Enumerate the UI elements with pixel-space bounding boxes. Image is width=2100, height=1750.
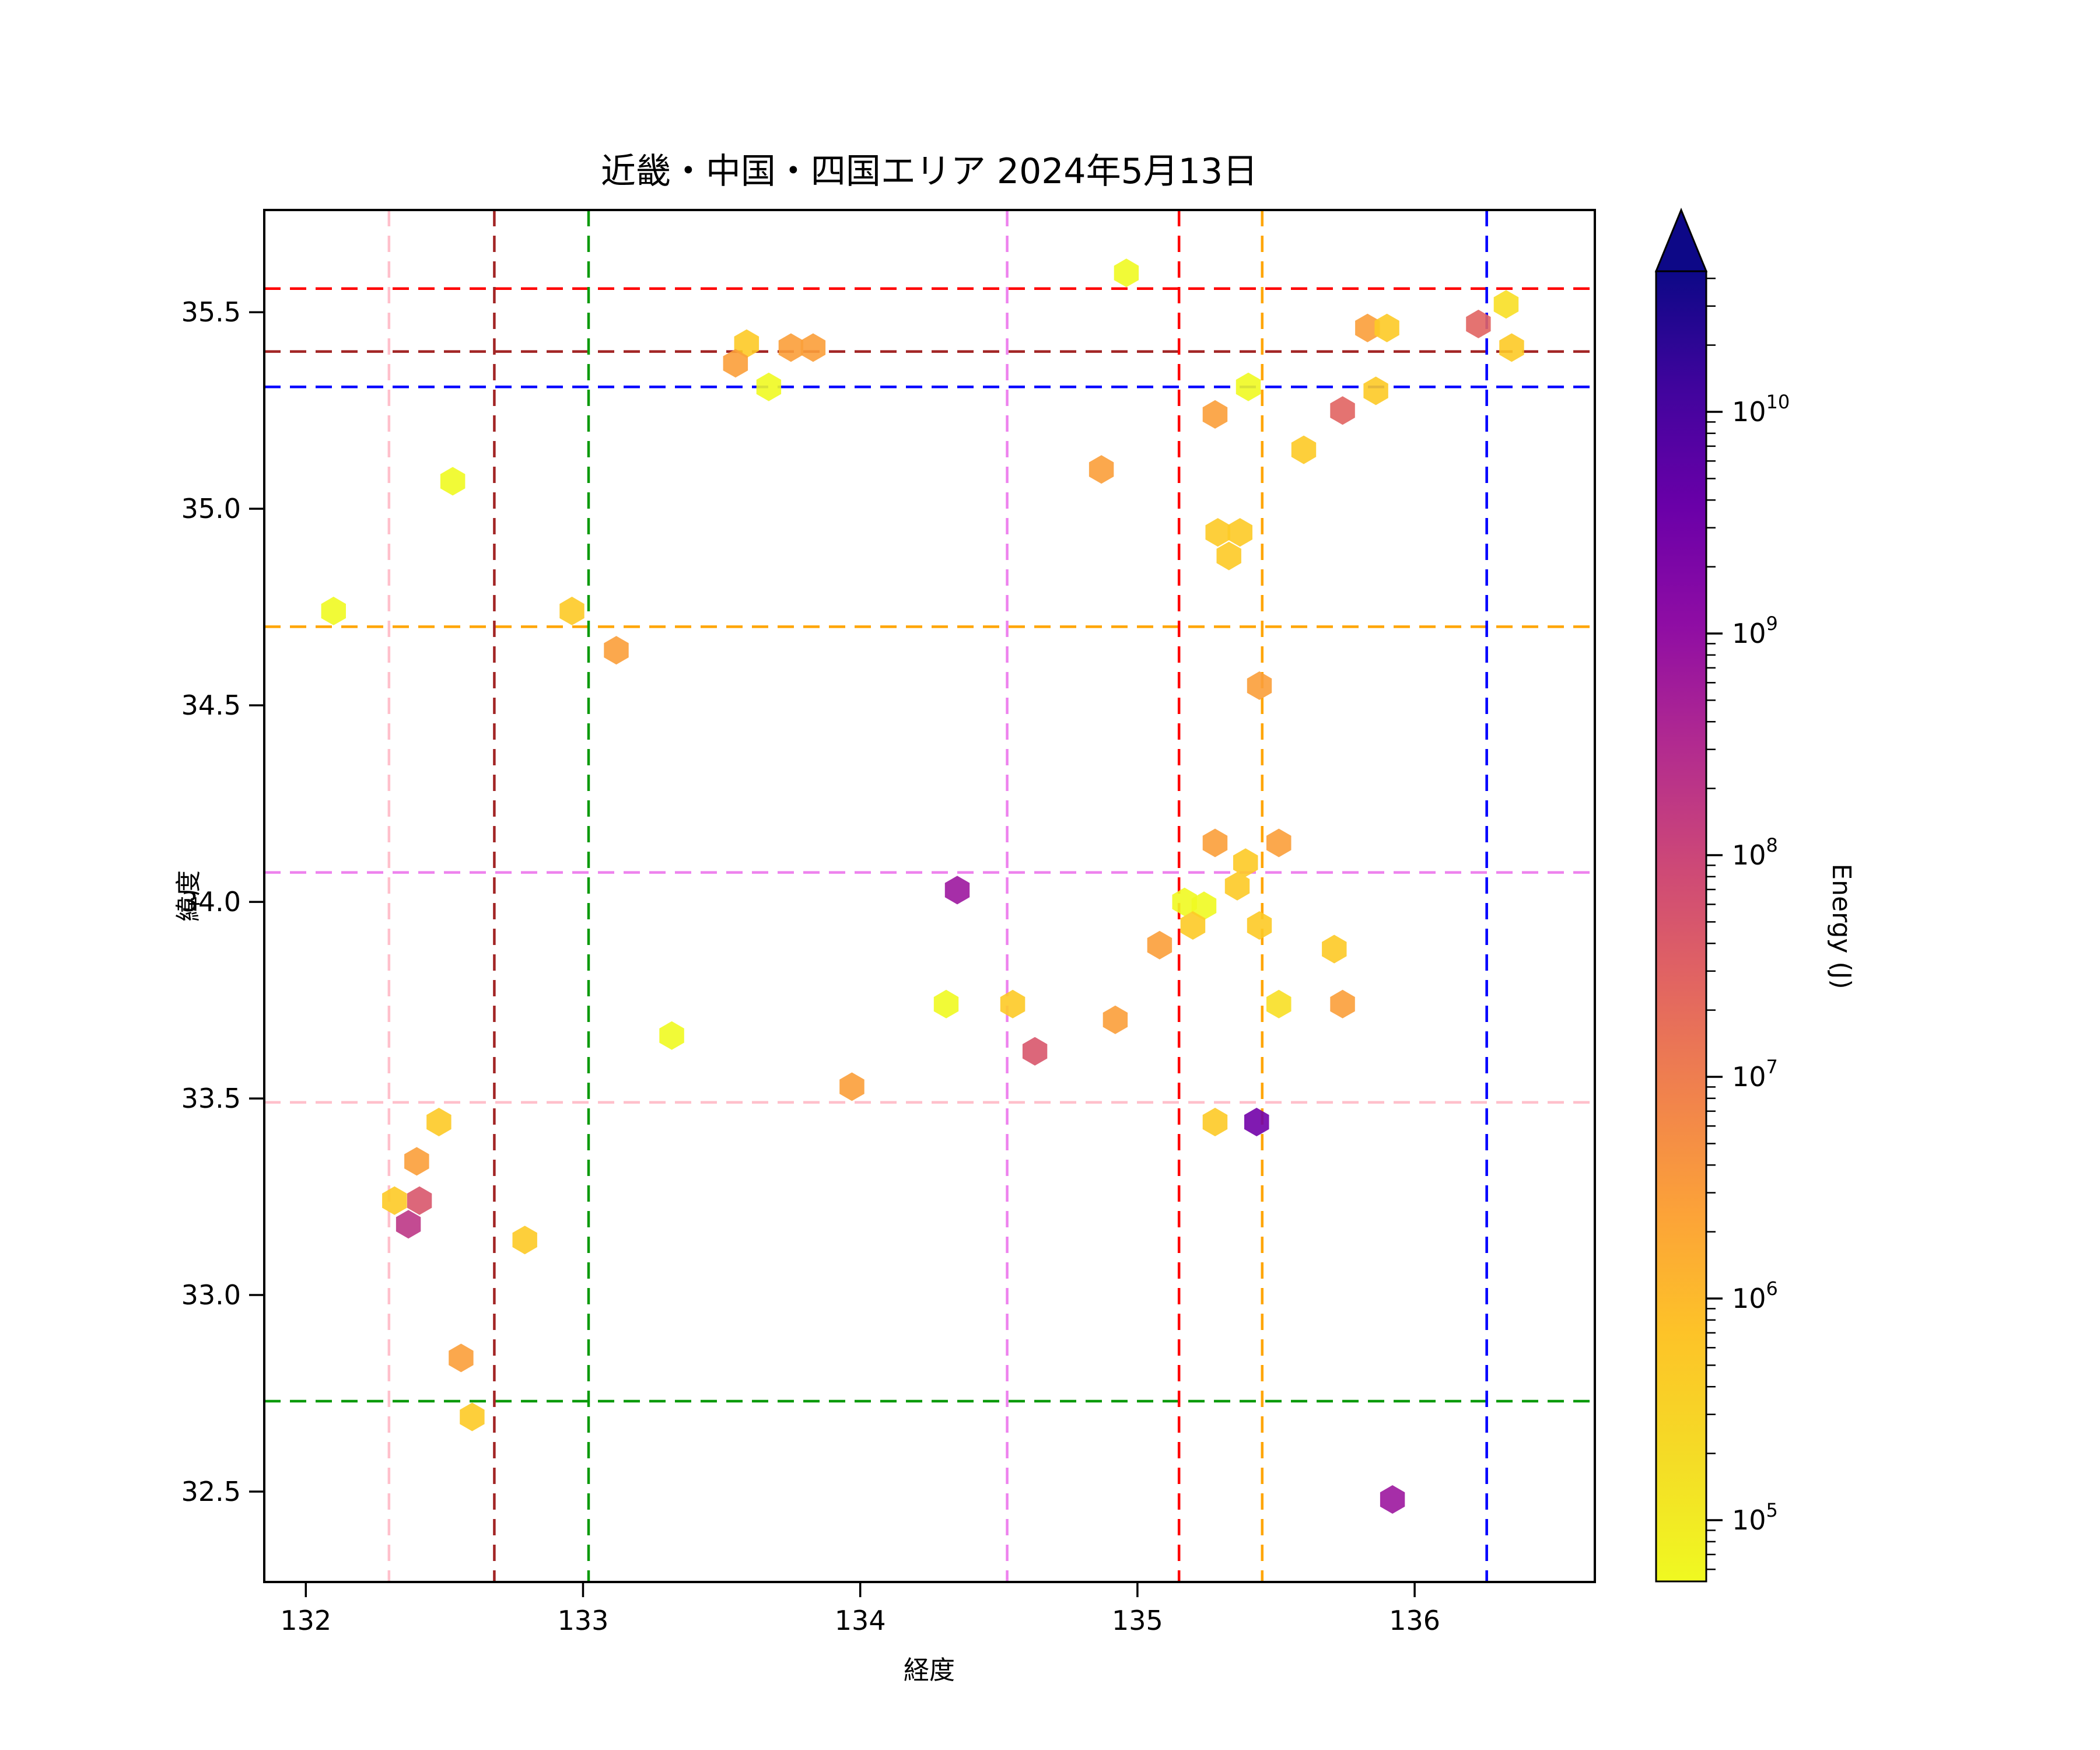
data-point-hexagon — [512, 1226, 537, 1255]
data-point-hexagon — [800, 333, 826, 362]
x-tick-label: 135 — [1112, 1605, 1163, 1636]
data-point-hexagon — [604, 636, 629, 665]
x-tick-label: 134 — [835, 1605, 886, 1636]
data-point-hexagon — [559, 596, 584, 625]
data-point-hexagon — [1224, 872, 1250, 901]
data-point-hexagon — [449, 1343, 474, 1373]
data-point-hexagon — [778, 333, 804, 362]
colorbar-tick-label: 107 — [1732, 1056, 1778, 1093]
plot-border — [263, 209, 1596, 1583]
data-point-hexagon — [1236, 372, 1261, 401]
y-tick-label: 32.5 — [181, 1476, 241, 1507]
data-point-hexagon — [1147, 930, 1172, 960]
data-point-hexagon — [1191, 891, 1217, 921]
data-point-hexagon — [1330, 989, 1355, 1019]
y-tick-label: 35.0 — [181, 493, 241, 524]
data-point-hexagon — [1022, 1037, 1048, 1066]
data-point-hexagon — [426, 1108, 452, 1136]
data-point-hexagon — [1493, 290, 1519, 319]
data-point-hexagon — [1380, 1485, 1405, 1514]
axis-ticks: 132 133 134 135 136 35.5 35.0 34.5 34.0 33.5 33.0 3… — [181, 296, 1440, 1636]
data-point-hexagon — [1355, 313, 1380, 342]
colorbar-tick-label: 106 — [1732, 1278, 1778, 1314]
colorbar-tick-label: 108 — [1732, 834, 1778, 871]
y-axis-label: 緯度 — [174, 870, 204, 922]
x-tick-label: 136 — [1389, 1605, 1440, 1636]
x-tick-label: 133 — [558, 1605, 609, 1636]
data-point-hexagon — [1102, 1005, 1128, 1034]
data-point-hexagon — [382, 1186, 407, 1215]
reference-lines — [264, 210, 1595, 1582]
colorbar-tick-label: 1010 — [1732, 391, 1790, 428]
data-point-hexagon — [1247, 911, 1272, 940]
data-point-hexagon — [1180, 911, 1206, 940]
data-point-hexagon — [1233, 848, 1258, 877]
data-point-hexagon — [1202, 828, 1228, 858]
data-point-hexagon — [1266, 989, 1292, 1019]
data-point-hexagon — [404, 1147, 429, 1176]
colorbar-label: Energy (J) — [1826, 863, 1856, 989]
y-tick-label: 34.5 — [181, 690, 241, 721]
colorbar: 105 106 107 108 109 1010 — [1654, 208, 1790, 1583]
data-point-hexagon — [1466, 309, 1491, 338]
data-point-hexagon — [1499, 333, 1524, 362]
data-point-hexagon — [734, 329, 760, 358]
data-point-hexagon — [396, 1210, 421, 1239]
data-point-hexagon — [1114, 258, 1139, 288]
data-point-hexagon — [1330, 396, 1355, 425]
x-tick-label: 132 — [280, 1605, 331, 1636]
data-point-hexagon — [1216, 541, 1241, 570]
colorbar-extend-arrow — [1654, 208, 1708, 272]
data-point-hexagon — [944, 876, 970, 905]
x-axis-label: 経度 — [904, 1656, 955, 1685]
data-point-hexagon — [723, 349, 748, 378]
data-point-hexagon — [1000, 989, 1026, 1019]
y-tick-label: 34.0 — [181, 886, 241, 918]
data-point-hexagon — [440, 467, 466, 496]
y-tick-label: 35.5 — [181, 296, 241, 328]
data-point-hexagon — [407, 1186, 432, 1215]
data-point-hexagon — [1374, 313, 1399, 342]
data-point-hexagon — [1322, 935, 1347, 964]
y-tick-label: 33.0 — [181, 1279, 241, 1311]
data-points — [321, 258, 1524, 1514]
colorbar-gradient — [1655, 270, 1707, 1583]
data-point-hexagon — [1227, 518, 1252, 547]
data-point-hexagon — [756, 372, 782, 401]
data-point-hexagon — [321, 596, 346, 625]
y-tick-label: 33.5 — [181, 1083, 241, 1114]
data-point-hexagon — [839, 1072, 864, 1101]
data-point-hexagon — [1363, 376, 1388, 405]
colorbar-tick-label: 105 — [1732, 1499, 1778, 1536]
data-point-hexagon — [1205, 518, 1230, 547]
data-point-hexagon — [933, 989, 959, 1019]
chart-title: 近畿・中国・四国エリア 2024年5月13日 — [601, 151, 1258, 192]
data-point-hexagon — [1172, 887, 1197, 916]
colorbar-tick-label: 109 — [1732, 612, 1778, 649]
data-point-hexagon — [1244, 1108, 1269, 1136]
data-point-hexagon — [659, 1021, 684, 1050]
data-point-hexagon — [1088, 455, 1114, 484]
data-point-hexagon — [1202, 400, 1228, 429]
data-point-hexagon — [1202, 1108, 1228, 1136]
data-point-hexagon — [1266, 828, 1292, 858]
data-point-hexagon — [1247, 671, 1272, 700]
data-point-hexagon — [1291, 435, 1317, 464]
data-point-hexagon — [460, 1402, 485, 1432]
